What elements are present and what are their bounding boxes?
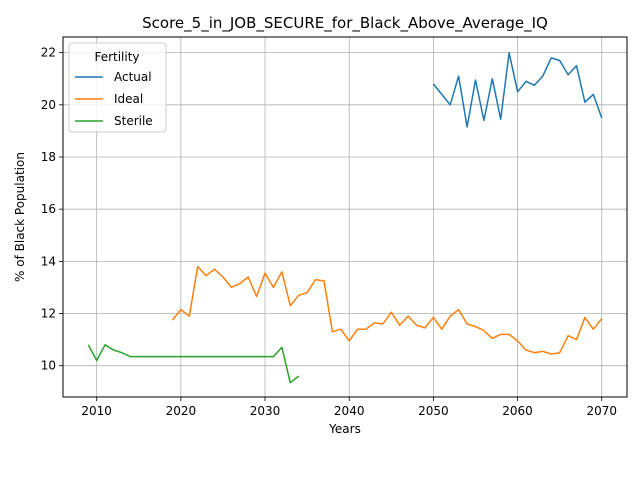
- legend-items: Actual Ideal Sterile: [75, 70, 153, 128]
- x-axis-label: Years: [328, 422, 361, 436]
- y-tick-label: 10: [41, 359, 56, 373]
- y-tick-label: 12: [41, 307, 56, 321]
- x-tick-label: 2010: [81, 404, 112, 418]
- y-tick-label: 22: [41, 46, 56, 60]
- y-tick-label: 14: [41, 254, 56, 268]
- legend-box: [68, 42, 167, 133]
- y-axis-label: % of Black Population: [13, 152, 27, 282]
- x-tick-label: 2070: [586, 404, 617, 418]
- series-lines: [87, 51, 603, 384]
- legend-label-actual: Actual: [114, 70, 152, 84]
- plot-frame: [62, 36, 628, 398]
- y-tick-label: 16: [41, 202, 56, 216]
- series-line-sterile: [87, 344, 300, 384]
- grid: [63, 37, 627, 397]
- x-tick-label: 2020: [166, 404, 197, 418]
- x-tick-label: 2060: [502, 404, 533, 418]
- x-tick-label: 2050: [418, 404, 449, 418]
- legend-label-ideal: Ideal: [114, 92, 143, 106]
- legend-title: Fertility: [94, 50, 139, 64]
- series-line-ideal: [171, 265, 603, 355]
- y-tick-label: 20: [41, 98, 56, 112]
- x-tick-label: 2040: [334, 404, 365, 418]
- legend: Fertility Actual Ideal Sterile: [68, 42, 167, 133]
- y-tick-label: 18: [41, 150, 56, 164]
- x-axis-ticks: 2010 2020 2030 2040 2050 2060 2070: [81, 397, 617, 418]
- y-axis-ticks: 10 12 14 16 18 20 22: [41, 46, 63, 373]
- series-line-actual: [432, 51, 603, 128]
- chart-title: Score_5_in_JOB_SECURE_for_Black_Above_Av…: [142, 14, 548, 33]
- x-tick-label: 2030: [250, 404, 281, 418]
- legend-label-sterile: Sterile: [114, 114, 153, 128]
